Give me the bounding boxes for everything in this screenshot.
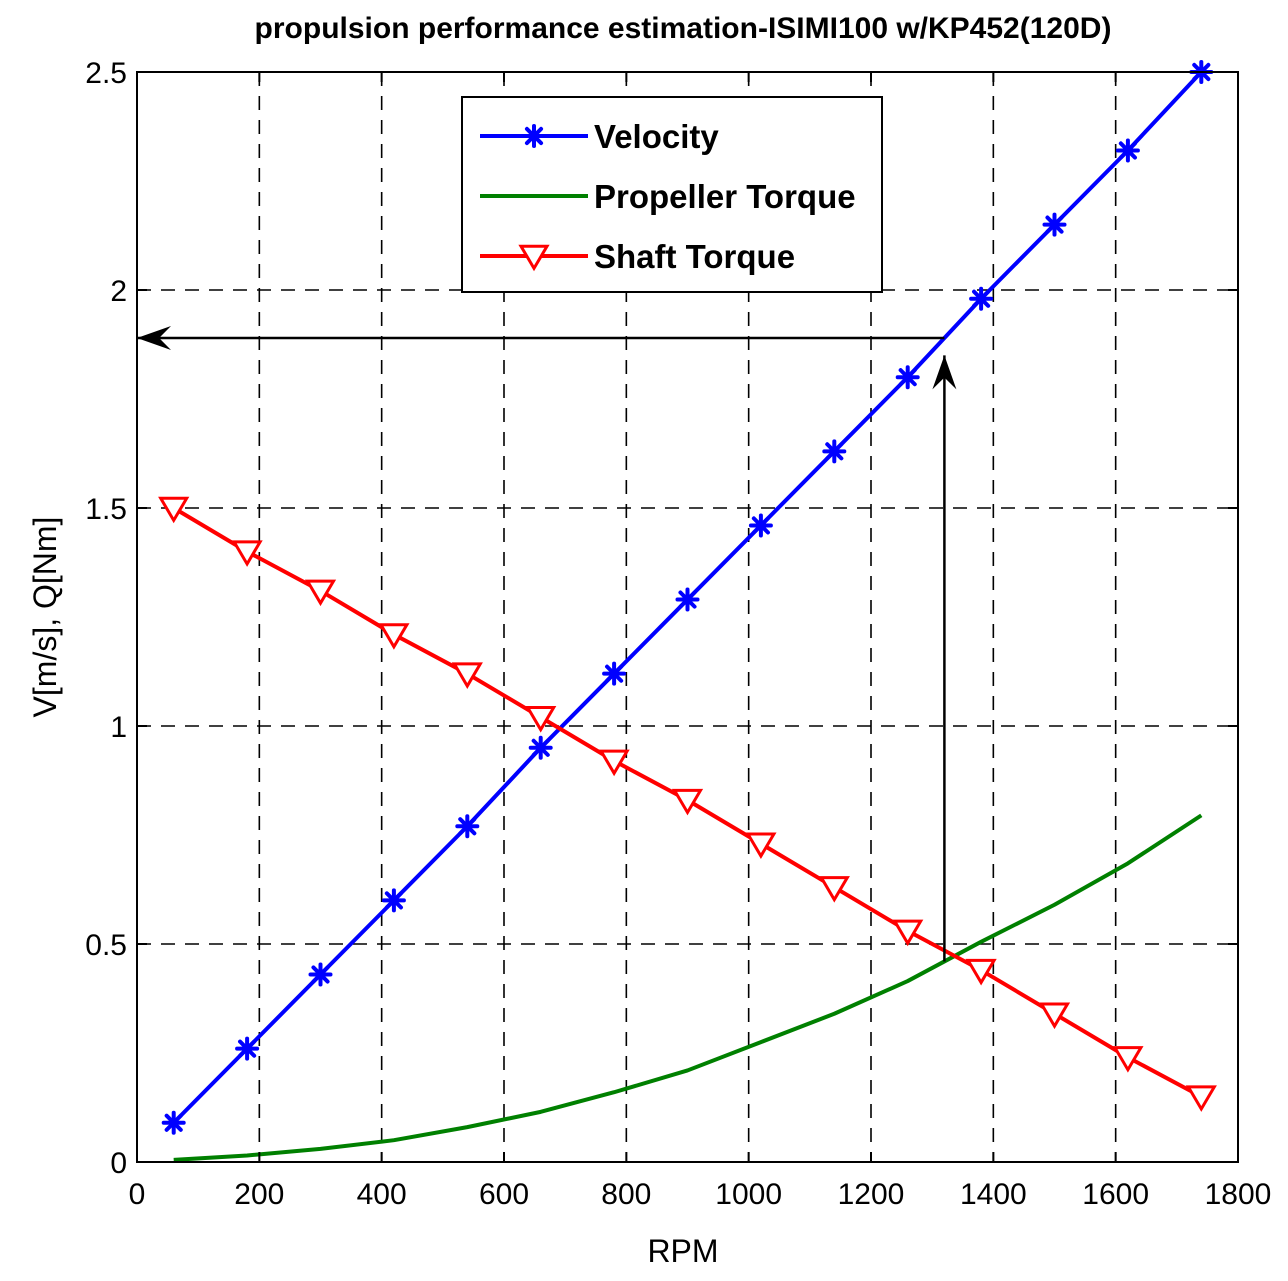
data-point [231, 540, 263, 567]
annotation-arrow [137, 325, 945, 350]
legend-label: Velocity [594, 118, 719, 155]
y-tick-label: 1 [110, 711, 127, 744]
series-shaft-torque [158, 496, 1217, 1112]
legend-label: Propeller Torque [594, 178, 856, 215]
x-tick-label: 1200 [838, 1178, 905, 1211]
data-point [745, 832, 777, 860]
data-point [304, 579, 337, 607]
annotation-arrow [932, 355, 957, 962]
x-tick-label: 0 [129, 1178, 146, 1211]
data-point [455, 814, 480, 839]
y-tick-label: 0.5 [85, 929, 127, 962]
arrow-head [932, 355, 957, 390]
data-point [235, 1036, 260, 1061]
legend: Velocity Propeller Torque Shaft Torque [461, 96, 883, 293]
ticks: 0 200 400 600 800 1000 1200 1400 1600 1800 0 0.5 1 1.… [85, 57, 1271, 1211]
plot-frame [136, 71, 1239, 1163]
annotations [137, 325, 957, 962]
series-layer [158, 60, 1217, 1162]
data-point [969, 286, 994, 311]
data-point [818, 876, 850, 903]
data-point [1115, 138, 1140, 163]
legend-item: Velocity [480, 118, 719, 155]
data-point [822, 439, 847, 464]
series-propeller-torque [173, 813, 1203, 1162]
data-point [1042, 212, 1067, 237]
data-point [308, 962, 333, 987]
x-tick-label: 1000 [715, 1178, 782, 1211]
data-point [161, 1110, 186, 1135]
legend-marker [522, 124, 546, 148]
legend-items: Velocity Propeller Torque Shaft Torque [480, 118, 856, 275]
data-point [528, 735, 553, 760]
data-point [598, 749, 630, 777]
y-tick-label: 0 [110, 1147, 127, 1180]
data-point [748, 513, 773, 538]
x-tick-label: 200 [234, 1178, 284, 1211]
series-line [173, 813, 1203, 1162]
data-point [895, 365, 920, 390]
y-tick-label: 2 [110, 275, 127, 308]
legend-marker [518, 244, 550, 272]
legend-item: Propeller Torque [480, 178, 856, 215]
legend-item: Shaft Torque [480, 238, 795, 275]
data-point [381, 888, 406, 913]
x-tick-label: 400 [357, 1178, 407, 1211]
data-point [451, 662, 483, 689]
x-tick-label: 800 [601, 1178, 651, 1211]
data-point [378, 623, 410, 650]
data-point [892, 919, 924, 947]
data-point [602, 661, 627, 686]
data-point [1038, 1002, 1071, 1030]
x-axis-label: RPM [647, 1233, 718, 1269]
x-tick-label: 600 [479, 1178, 529, 1211]
y-tick-label: 2.5 [85, 57, 127, 90]
y-axis-label: V[m/s], Q[Nm] [27, 517, 63, 718]
data-point [158, 496, 190, 524]
series-velocity [161, 60, 1214, 1135]
arrow-head [137, 325, 171, 350]
y-tick-label: 1.5 [85, 493, 127, 526]
data-point [525, 706, 557, 733]
data-point [675, 587, 700, 612]
data-point [965, 958, 997, 986]
data-point [1185, 1085, 1217, 1112]
legend-label: Shaft Torque [594, 238, 795, 275]
data-point [671, 788, 704, 816]
data-point [1112, 1046, 1144, 1073]
x-tick-label: 1400 [960, 1178, 1027, 1211]
x-tick-label: 1800 [1205, 1178, 1272, 1211]
chart-title: propulsion performance estimation-ISIMI1… [255, 12, 1112, 45]
x-tick-label: 1600 [1082, 1178, 1149, 1211]
